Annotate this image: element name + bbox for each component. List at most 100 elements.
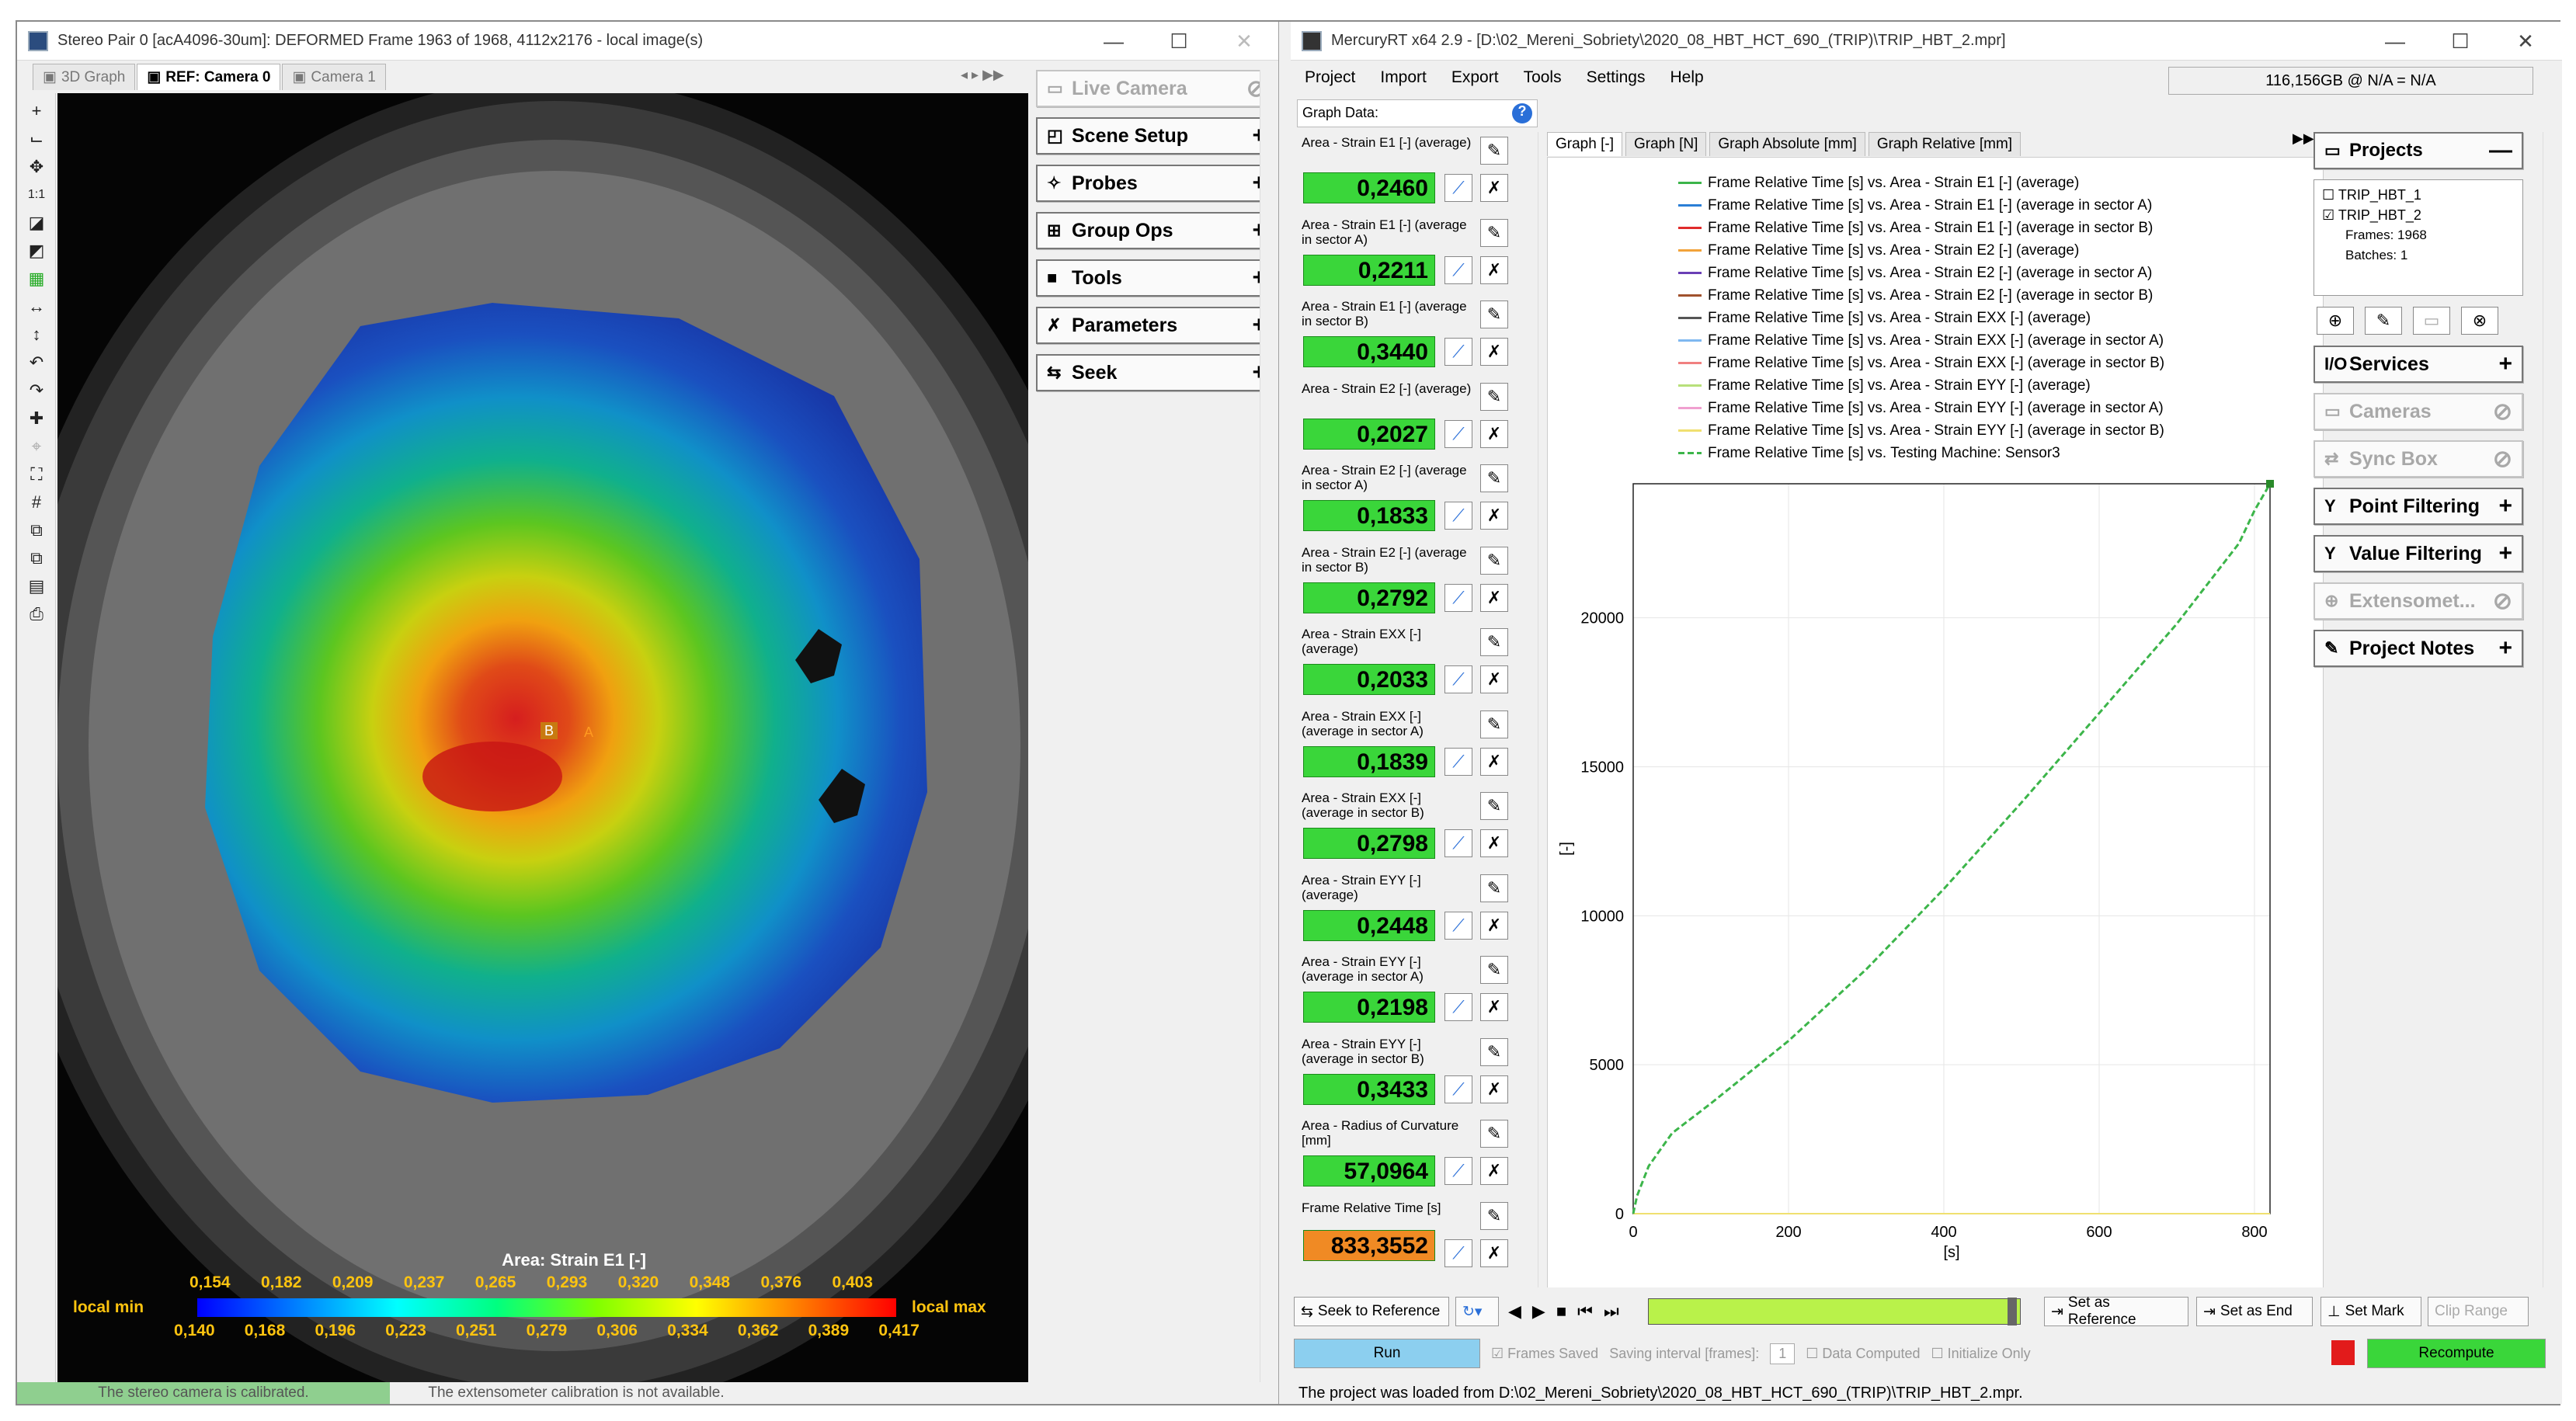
disabled-icon[interactable]: ⊘ <box>2492 588 2512 614</box>
point-filtering-button[interactable]: Y Point Filtering + <box>2314 488 2523 525</box>
projects-header[interactable]: ▭ Projects — <box>2314 132 2523 169</box>
seek-to-reference-button[interactable]: ⇆ Seek to Reference <box>1294 1297 1449 1326</box>
project-item[interactable]: ☐ TRIP_HBT_1 <box>2322 187 2421 203</box>
tab-graph-absolute[interactable]: Graph Absolute [mm] <box>1709 132 1865 156</box>
chart-icon[interactable]: ⟋ <box>1444 829 1472 857</box>
edit-icon[interactable]: ✎ <box>1480 1120 1508 1148</box>
table-icon[interactable]: ▤ <box>28 576 45 596</box>
contrast-icon[interactable]: ◩ <box>28 241 45 260</box>
edit-icon[interactable]: ✎ <box>1480 792 1508 820</box>
frames-saved-checkbox[interactable]: ☑ Frames Saved <box>1491 1346 1599 1361</box>
value-filtering-button[interactable]: Y Value Filtering + <box>2314 535 2523 572</box>
tab-graph[interactable]: Graph [-] <box>1547 132 1622 156</box>
record-icon[interactable] <box>2331 1340 2355 1365</box>
group-ops-button[interactable]: ⊞Group Ops+ <box>1036 212 1277 249</box>
checkbox-icon[interactable]: ☐ <box>2322 187 2335 203</box>
chart-icon[interactable]: ⟋ <box>1444 665 1472 693</box>
tools-icon[interactable]: ✗ <box>1480 1157 1508 1185</box>
menu-export[interactable]: Export <box>1451 68 1499 86</box>
menu-settings[interactable]: Settings <box>1586 68 1646 86</box>
initialize-only-checkbox[interactable]: ☐ Initialize Only <box>1931 1346 2031 1361</box>
recompute-button[interactable]: Recompute <box>2367 1339 2546 1368</box>
layers-icon[interactable]: ⧉ <box>30 520 43 540</box>
left-scrollbar[interactable] <box>1260 70 1278 1382</box>
chart-icon[interactable]: ⟋ <box>1444 174 1472 202</box>
edit-icon[interactable]: ✎ <box>1480 874 1508 902</box>
layers2-icon[interactable]: ⧉ <box>30 548 43 568</box>
checkbox-checked-icon[interactable]: ☑ <box>2322 207 2335 223</box>
plus-icon[interactable]: + <box>2498 540 2512 566</box>
move-icon[interactable]: ✥ <box>29 157 44 176</box>
flip-horizontal-icon[interactable]: ↔ <box>28 297 45 316</box>
zoom-1-1-icon[interactable]: 1:1 <box>27 188 46 201</box>
plus-icon[interactable]: + <box>2498 635 2512 661</box>
remove-icon[interactable]: ⊗ <box>2461 307 2498 335</box>
plus-icon[interactable]: + <box>2498 493 2512 519</box>
saving-interval-input[interactable]: 1 <box>1770 1343 1796 1364</box>
menu-project[interactable]: Project <box>1305 68 1356 86</box>
project-notes-button[interactable]: ✎ Project Notes + <box>2314 630 2523 667</box>
seek-button[interactable]: ⇆Seek+ <box>1036 354 1277 391</box>
chart-icon[interactable]: ⟋ <box>1444 993 1472 1021</box>
sync-box-button[interactable]: ⇄ Sync Box ⊘ <box>2314 440 2523 478</box>
set-as-reference-button[interactable]: ⇥ Set as Reference <box>2044 1294 2188 1328</box>
edit-icon[interactable]: ✎ <box>2365 307 2402 335</box>
set-as-end-button[interactable]: ⇥ Set as End <box>2196 1297 2313 1326</box>
tools-icon[interactable]: ✗ <box>1480 583 1508 612</box>
tab-scroll-arrows[interactable]: ◂ ▸ ▶▶ <box>961 67 1004 82</box>
help-icon[interactable]: ? <box>1512 103 1532 123</box>
tools-icon[interactable]: ✗ <box>1480 255 1508 284</box>
chart-icon[interactable]: ⟋ <box>1444 1075 1472 1103</box>
parameters-button[interactable]: ✗Parameters+ <box>1036 307 1277 344</box>
frame-slider[interactable] <box>1648 1298 2021 1325</box>
tools-button[interactable]: ■Tools+ <box>1036 259 1277 297</box>
maximize-button[interactable]: ☐ <box>1170 30 1188 53</box>
export-icon[interactable]: ⎙ <box>30 604 43 624</box>
edit-icon[interactable]: ✎ <box>1480 1037 1508 1066</box>
chart-icon[interactable]: ⟋ <box>1444 502 1472 530</box>
chart-icon[interactable]: ⟋ <box>1444 419 1472 448</box>
tools-icon[interactable]: ✗ <box>1480 1239 1508 1267</box>
run-button[interactable]: Run <box>1294 1339 1480 1368</box>
last-icon[interactable]: ⏭ <box>1603 1301 1630 1321</box>
tools-icon[interactable]: ✗ <box>1480 338 1508 366</box>
cameras-button[interactable]: ▭ Cameras ⊘ <box>2314 393 2523 430</box>
tab-ref-camera-0[interactable]: ▣ REF: Camera 0 <box>137 64 281 90</box>
tools-icon[interactable]: ✗ <box>1480 665 1508 693</box>
tab-3d-graph[interactable]: ▣ 3D Graph <box>33 64 136 90</box>
measure-icon[interactable]: ⌙ <box>29 129 44 148</box>
edit-icon[interactable]: ✎ <box>1480 137 1508 165</box>
menu-help[interactable]: Help <box>1670 68 1704 86</box>
menu-import[interactable]: Import <box>1380 68 1427 86</box>
tools-icon[interactable]: ✗ <box>1480 419 1508 448</box>
tools-icon[interactable]: ✗ <box>1480 747 1508 776</box>
overlay-icon[interactable]: ▦ <box>28 269 45 288</box>
rotate-left-icon[interactable]: ↶ <box>29 353 44 372</box>
scene-setup-button[interactable]: ◰Scene Setup+ <box>1036 117 1277 155</box>
chart-icon[interactable]: ⟋ <box>1444 911 1472 940</box>
close-button[interactable]: ✕ <box>1236 30 1253 53</box>
minimize-button[interactable]: — <box>1104 30 1124 53</box>
services-button[interactable]: I/O Services + <box>2314 346 2523 383</box>
target-icon[interactable]: ⌖ <box>31 436 42 456</box>
play-icon[interactable]: ▶ <box>1531 1301 1556 1321</box>
add-project-icon[interactable]: ⊕ <box>2317 307 2354 335</box>
edit-icon[interactable]: ✎ <box>1480 956 1508 984</box>
minimize-button[interactable]: — <box>2385 30 2405 53</box>
tab-graph-n[interactable]: Graph [N] <box>1625 132 1707 156</box>
plus-icon[interactable]: + <box>2498 351 2512 377</box>
slider-handle[interactable] <box>2008 1298 2017 1325</box>
live-camera-button[interactable]: ▭ Live Camera ⊘ <box>1036 70 1277 107</box>
first-icon[interactable]: ⏮ <box>1577 1301 1604 1321</box>
chart-icon[interactable]: ⟋ <box>1444 1157 1472 1185</box>
project-item[interactable]: ☑ TRIP_HBT_2 <box>2322 207 2421 223</box>
transport-buttons[interactable]: ◀▶■⏮⏭ <box>1508 1301 1630 1322</box>
crop-icon[interactable]: ◪ <box>28 213 45 232</box>
close-button[interactable]: ✕ <box>2517 30 2534 53</box>
edit-icon[interactable]: ✎ <box>1480 628 1508 656</box>
edit-icon[interactable]: ✎ <box>1480 464 1508 492</box>
edit-icon[interactable]: ✎ <box>1480 546 1508 575</box>
chart-icon[interactable]: ⟋ <box>1444 583 1472 612</box>
tools-icon[interactable]: ✗ <box>1480 1075 1508 1103</box>
chart-icon[interactable]: ⟋ <box>1444 1239 1472 1267</box>
